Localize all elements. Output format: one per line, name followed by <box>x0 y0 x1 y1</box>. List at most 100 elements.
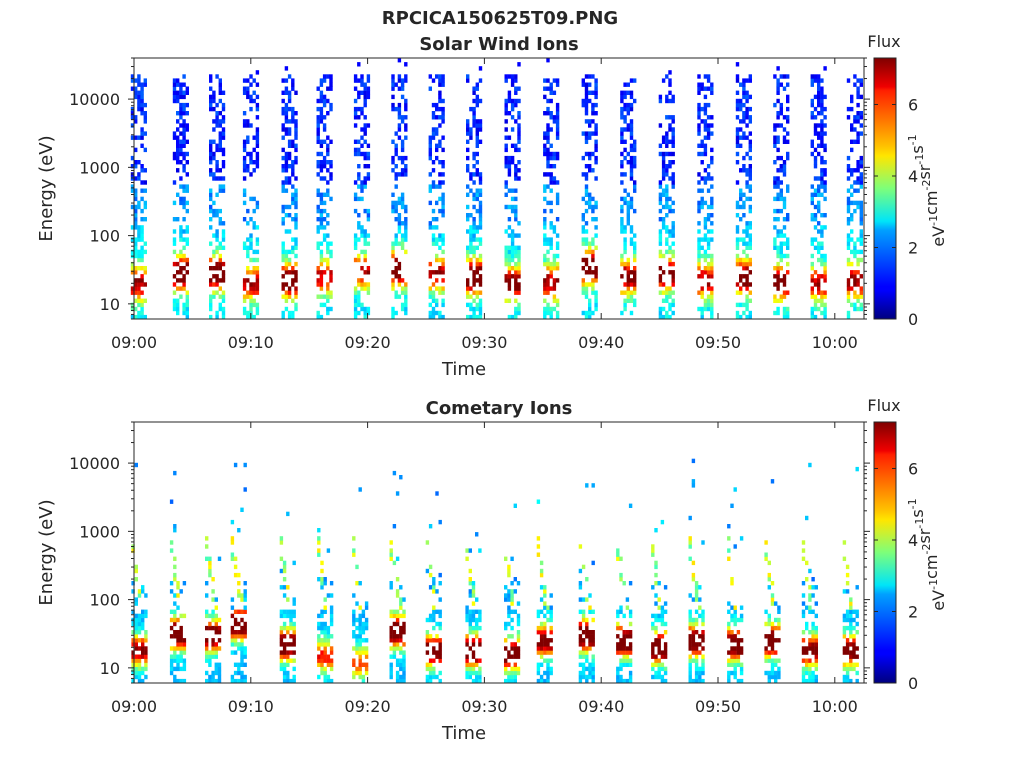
flux-cell <box>287 270 292 275</box>
flux-cell <box>703 302 708 308</box>
flux-cell <box>773 74 777 79</box>
flux-cell <box>697 127 701 132</box>
panel-title: Cometary Ions <box>426 398 573 419</box>
flux-cell <box>671 249 675 255</box>
flux-cell <box>671 274 675 279</box>
flux-cell <box>137 266 141 271</box>
flux-cell <box>842 634 847 639</box>
flux-cell <box>748 184 752 189</box>
colorbar-tick-label: 0 <box>908 310 918 329</box>
flux-cell <box>169 540 174 545</box>
flux-cell <box>209 139 213 144</box>
flux-cell <box>399 666 403 672</box>
flux-cell <box>536 642 541 647</box>
flux-cell <box>801 658 806 663</box>
flux-cell <box>209 147 213 153</box>
flux-cell <box>584 192 589 197</box>
flux-cell <box>549 630 553 635</box>
flux-cell <box>845 678 850 684</box>
flux-cell <box>179 650 183 655</box>
flux-cell <box>543 298 547 303</box>
flux-cell <box>281 282 285 287</box>
flux-cell <box>233 564 238 570</box>
flux-cell <box>233 556 238 561</box>
flux-cell <box>801 674 806 680</box>
flux-cell <box>764 634 768 639</box>
flux-cell <box>319 160 324 165</box>
flux-cell <box>176 127 180 132</box>
flux-cell <box>842 617 847 623</box>
flux-cell <box>172 151 177 157</box>
flux-cell <box>727 536 731 541</box>
flux-cell <box>143 131 147 136</box>
flux-cell <box>668 294 672 299</box>
flux-cell <box>472 151 476 157</box>
flux-cell <box>510 257 515 263</box>
flux-cell <box>134 658 138 663</box>
flux-cell <box>698 585 702 590</box>
flux-cell <box>218 278 222 283</box>
flux-cell <box>665 225 669 230</box>
flux-cell <box>172 290 177 295</box>
flux-cell <box>578 670 583 676</box>
flux-cell <box>801 650 806 655</box>
flux-cell <box>782 306 787 312</box>
flux-cell <box>594 302 598 308</box>
flux-cell <box>671 290 675 295</box>
flux-cell <box>255 131 260 136</box>
flux-cell <box>594 306 598 312</box>
flux-cell <box>205 670 209 676</box>
flux-cell <box>733 613 737 619</box>
flux-cell <box>478 139 483 144</box>
flux-cell <box>856 168 860 173</box>
flux-cell <box>471 593 476 598</box>
flux-cell <box>658 290 663 295</box>
flux-cell <box>584 74 589 79</box>
flux-cell <box>811 625 815 631</box>
flux-cell <box>404 298 408 303</box>
flux-cell <box>584 164 589 169</box>
flux-cell <box>478 638 482 643</box>
flux-cell <box>255 200 260 206</box>
flux-cell <box>782 225 787 230</box>
flux-cell <box>389 548 393 553</box>
flux-cell <box>588 151 592 157</box>
flux-cell <box>654 564 658 570</box>
flux-cell <box>782 253 787 259</box>
flux-cell <box>395 556 400 561</box>
flux-cell <box>730 577 734 582</box>
flux-cell <box>435 131 439 136</box>
flux-cell <box>176 278 180 283</box>
flux-cell <box>661 168 666 173</box>
flux-cell <box>776 78 780 83</box>
flux-cell <box>242 294 247 299</box>
flux-cell <box>212 172 216 177</box>
flux-cell <box>394 257 398 263</box>
flux-cell <box>657 581 661 586</box>
flux-cell <box>399 585 403 590</box>
flux-cell <box>660 634 665 639</box>
flux-cell <box>435 298 439 303</box>
flux-cell <box>856 102 860 108</box>
flux-cell <box>859 237 863 242</box>
flux-cell <box>352 617 356 623</box>
flux-cell <box>546 78 550 83</box>
flux-cell <box>739 168 743 173</box>
flux-cell <box>510 589 514 594</box>
flux-cell <box>208 678 212 684</box>
flux-cell <box>465 658 469 663</box>
flux-cell <box>665 98 669 104</box>
flux-cell <box>249 302 253 308</box>
flux-cell <box>742 164 746 169</box>
flux-cell <box>428 314 432 320</box>
flux-cell <box>688 556 692 561</box>
flux-cell <box>782 164 787 169</box>
flux-cell <box>555 298 560 303</box>
flux-cell <box>849 613 853 619</box>
y-tick-label: 1000 <box>79 522 120 541</box>
flux-cell <box>399 597 403 602</box>
flux-cell <box>727 678 731 684</box>
flux-cell <box>514 233 518 238</box>
flux-cell <box>846 200 851 206</box>
spectrogram-cells <box>130 58 863 320</box>
